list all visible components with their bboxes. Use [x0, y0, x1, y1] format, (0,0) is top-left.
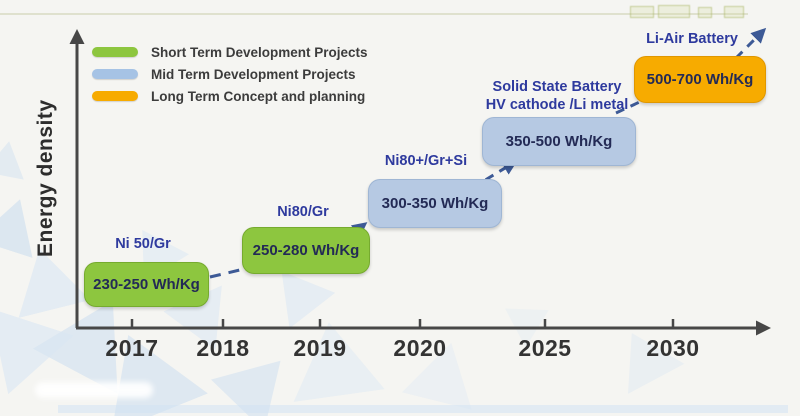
energy-density-range: 250-280 Wh/Kg — [252, 242, 360, 259]
bottom-streak — [58, 405, 788, 413]
tech-label-solid-state: Solid State Battery HV cathode /Li metal — [485, 79, 629, 113]
legend: Short Term Development Projects Mid Term… — [92, 41, 368, 107]
x-tick-label-2030: 2030 — [646, 335, 700, 361]
tech-label-ni80-gr: Ni80/Gr — [277, 204, 329, 220]
x-tick-label-2018: 2018 — [196, 335, 250, 361]
legend-label: Short Term Development Projects — [151, 44, 368, 60]
connector-1-2 — [209, 267, 245, 279]
tech-label-ni80plus-gr-si: Ni80+/Gr+Si — [384, 153, 468, 169]
watermark-remnant — [724, 6, 744, 18]
erased-watermark-smudge — [35, 382, 153, 398]
x-axis — [76, 319, 771, 336]
milestone-box-ni80-gr: 250-280 Wh/Kg — [242, 227, 370, 274]
milestone-box-ni50-gr: 230-250 Wh/Kg — [84, 262, 209, 307]
energy-density-range: 350-500 Wh/Kg — [505, 133, 613, 150]
legend-swatch-orange — [92, 91, 138, 101]
legend-swatch-blue — [92, 69, 138, 79]
watermark-remnant — [698, 7, 712, 18]
milestone-box-li-air: 500-700 Wh/Kg — [634, 56, 766, 103]
legend-item-short-term: Short Term Development Projects — [92, 41, 368, 63]
x-tick-label-2025: 2025 — [518, 335, 572, 361]
legend-item-mid-term: Mid Term Development Projects — [92, 63, 368, 85]
tech-label-ni50-gr: Ni 50/Gr — [115, 236, 171, 252]
watermark-remnant — [658, 5, 690, 18]
legend-label: Long Term Concept and planning — [151, 88, 366, 104]
tech-label-li-air: Li-Air Battery — [646, 31, 738, 47]
connector-5-future — [734, 27, 767, 60]
milestone-box-ni80plus-gr-si: 300-350 Wh/Kg — [368, 179, 502, 228]
milestone-box-solid-state: 350-500 Wh/Kg — [482, 117, 636, 166]
legend-label: Mid Term Development Projects — [151, 66, 356, 82]
x-tick-label-2020: 2020 — [393, 335, 447, 361]
watermark-remnant — [630, 6, 654, 18]
legend-item-long-term: Long Term Concept and planning — [92, 85, 368, 107]
x-tick-label-2019: 2019 — [293, 335, 347, 361]
legend-swatch-green — [92, 47, 138, 57]
energy-density-range: 500-700 Wh/Kg — [646, 71, 754, 88]
x-tick-label-2017: 2017 — [105, 335, 159, 361]
connector-4-5 — [615, 97, 647, 115]
top-divider-line — [0, 13, 748, 15]
energy-density-range: 300-350 Wh/Kg — [381, 195, 489, 212]
energy-density-range: 230-250 Wh/Kg — [93, 276, 200, 293]
